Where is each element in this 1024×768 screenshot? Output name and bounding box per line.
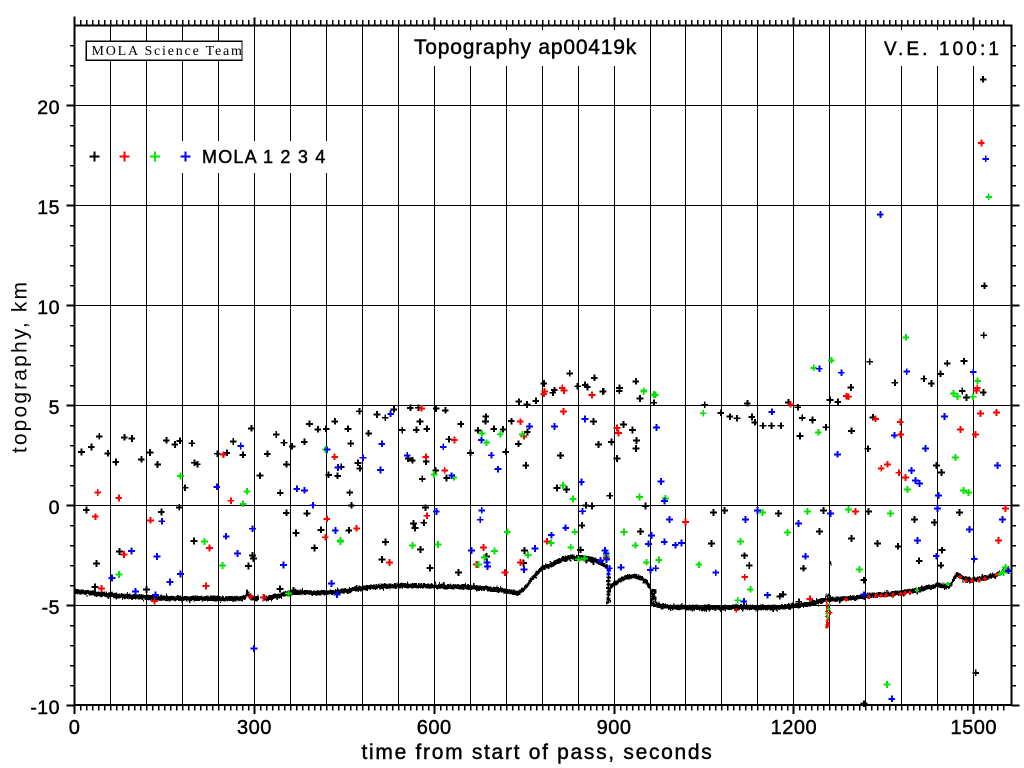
svg-text:-5: -5 [42, 597, 60, 619]
svg-text:0: 0 [49, 497, 60, 519]
svg-text:1200: 1200 [771, 717, 818, 739]
svg-text:MOLA Science Team: MOLA Science Team [92, 44, 244, 59]
svg-text:MOLA 1 2 3 4: MOLA 1 2 3 4 [202, 147, 326, 167]
svg-text:1500: 1500 [951, 717, 998, 739]
svg-text:-10: -10 [30, 697, 60, 719]
svg-text:15: 15 [37, 197, 60, 219]
svg-text:10: 10 [37, 297, 60, 319]
svg-text:300: 300 [237, 717, 272, 739]
svg-text:900: 900 [597, 717, 632, 739]
svg-text:5: 5 [49, 397, 60, 419]
svg-text:time from start of pass, secon: time from start of pass, seconds [361, 741, 713, 764]
svg-text:V.E. 100:1: V.E. 100:1 [884, 39, 1002, 60]
svg-text:20: 20 [37, 97, 60, 119]
svg-text:600: 600 [417, 717, 452, 739]
svg-text:topography, km: topography, km [9, 280, 32, 453]
svg-text:Topography ap00419k: Topography ap00419k [414, 36, 637, 59]
svg-text:0: 0 [69, 717, 81, 739]
